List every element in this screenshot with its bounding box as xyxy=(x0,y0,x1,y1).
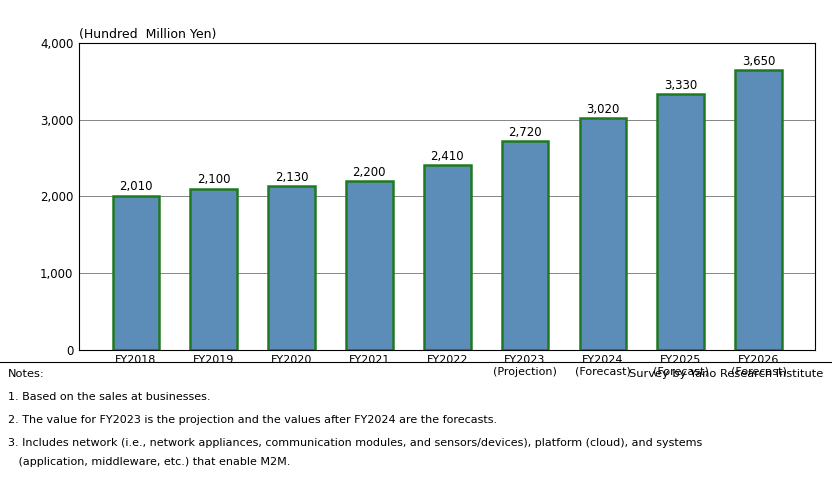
Bar xyxy=(502,141,548,350)
Text: 2,100: 2,100 xyxy=(197,173,230,186)
Text: (application, middleware, etc.) that enable M2M.: (application, middleware, etc.) that ena… xyxy=(8,457,290,467)
Text: 1. Based on the sales at businesses.: 1. Based on the sales at businesses. xyxy=(8,392,210,402)
Bar xyxy=(423,165,471,350)
Text: 2. The value for FY2023 is the projection and the values after FY2024 are the fo: 2. The value for FY2023 is the projectio… xyxy=(8,415,498,425)
Text: 3,650: 3,650 xyxy=(742,55,775,68)
Bar xyxy=(112,195,159,350)
Bar xyxy=(580,118,626,350)
Bar xyxy=(191,189,237,350)
Text: Survey by Yano Research Institute: Survey by Yano Research Institute xyxy=(630,369,824,379)
Text: 3,020: 3,020 xyxy=(587,103,620,116)
Text: 2,410: 2,410 xyxy=(430,149,464,163)
Text: 2,200: 2,200 xyxy=(353,166,386,179)
Bar xyxy=(657,94,704,350)
Text: 2,720: 2,720 xyxy=(508,126,542,139)
Text: 2,130: 2,130 xyxy=(275,171,309,184)
Text: 3,330: 3,330 xyxy=(664,79,697,92)
Text: Notes:: Notes: xyxy=(8,369,45,379)
Text: 3. Includes network (i.e., network appliances, communication modules, and sensor: 3. Includes network (i.e., network appli… xyxy=(8,438,702,448)
Bar xyxy=(735,70,782,350)
Text: (Hundred  Million Yen): (Hundred Million Yen) xyxy=(79,28,216,41)
Text: 2,010: 2,010 xyxy=(119,180,152,194)
Bar xyxy=(268,186,314,350)
Bar xyxy=(346,181,393,350)
